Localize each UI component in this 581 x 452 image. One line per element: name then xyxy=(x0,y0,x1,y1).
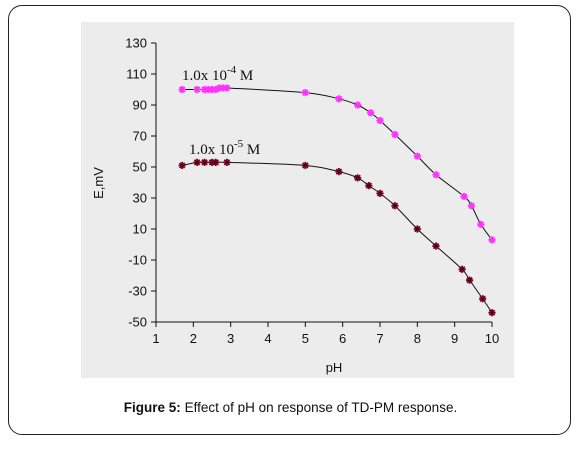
series-labels: 1.0x 10-4 M 1.0x 10-5 M xyxy=(182,64,260,158)
y-tick-label: 110 xyxy=(126,67,147,82)
data-point xyxy=(178,161,186,170)
data-point xyxy=(479,295,487,303)
y-ticks: 130 110 90 70 50 30 10 -10 -30 -50 xyxy=(125,36,156,330)
data-point xyxy=(488,236,496,244)
data-point xyxy=(413,225,421,233)
data-point xyxy=(488,309,496,317)
x-tick-label: 5 xyxy=(302,331,309,346)
x-tick-label: 2 xyxy=(190,331,197,346)
data-point xyxy=(193,158,201,166)
y-tick-label: 30 xyxy=(133,191,147,206)
caption-prefix: Figure 5: xyxy=(123,400,181,415)
y-tick-label: 50 xyxy=(133,160,147,175)
x-axis-title: pH xyxy=(326,360,343,375)
caption-text: Effect of pH on response of TD-PM respon… xyxy=(180,400,458,415)
data-point xyxy=(365,182,373,190)
y-tick-label: -10 xyxy=(128,253,147,268)
y-tick-label: 10 xyxy=(133,222,147,237)
data-point xyxy=(413,152,421,160)
data-point xyxy=(335,168,343,176)
plot-panel xyxy=(81,22,514,378)
data-point xyxy=(223,158,231,166)
data-point xyxy=(460,192,468,201)
data-point xyxy=(477,220,485,228)
data-point xyxy=(391,130,399,139)
data-point xyxy=(223,84,231,92)
data-point xyxy=(458,265,466,273)
data-point xyxy=(354,101,362,109)
series-group xyxy=(178,84,496,317)
x-tick-label: 3 xyxy=(227,331,234,346)
x-tick-label: 4 xyxy=(264,331,271,346)
y-tick-label: 90 xyxy=(133,98,147,113)
data-point xyxy=(335,95,343,103)
y-tick-label: 70 xyxy=(133,129,147,144)
y-axis-title: E,mV xyxy=(91,167,106,199)
data-point xyxy=(432,171,440,179)
x-tick-label: 8 xyxy=(414,331,421,346)
data-point xyxy=(432,242,440,250)
data-point xyxy=(466,276,474,284)
y-tick-label: -50 xyxy=(128,315,147,330)
data-point xyxy=(467,202,476,210)
series-label-1: 1.0x 10-4 M xyxy=(182,64,253,84)
x-tick-label: 7 xyxy=(376,331,383,346)
data-point xyxy=(391,202,399,210)
figure-caption: Figure 5: Effect of pH on response of TD… xyxy=(0,400,581,415)
x-ticks: 1 2 3 4 5 6 7 8 9 10 xyxy=(152,322,499,346)
data-point xyxy=(301,161,309,170)
data-point xyxy=(367,109,375,117)
series-label-2: 1.0x 10-5 M xyxy=(189,138,260,158)
x-tick-label: 1 xyxy=(152,331,159,346)
series-2 xyxy=(178,158,496,317)
series-line xyxy=(182,161,493,313)
y-tick-label: 130 xyxy=(125,36,147,51)
data-point xyxy=(301,88,309,97)
series-1 xyxy=(178,84,496,244)
data-point xyxy=(178,85,186,94)
data-point xyxy=(193,85,201,94)
data-point xyxy=(376,189,384,197)
axes xyxy=(155,43,492,323)
data-point xyxy=(354,174,362,182)
x-tick-label: 10 xyxy=(485,331,499,346)
data-point xyxy=(376,116,384,125)
data-point xyxy=(200,158,209,166)
data-point xyxy=(212,158,220,166)
y-tick-label: -30 xyxy=(128,284,147,299)
x-tick-label: 6 xyxy=(339,331,346,346)
x-tick-label: 9 xyxy=(451,331,458,346)
